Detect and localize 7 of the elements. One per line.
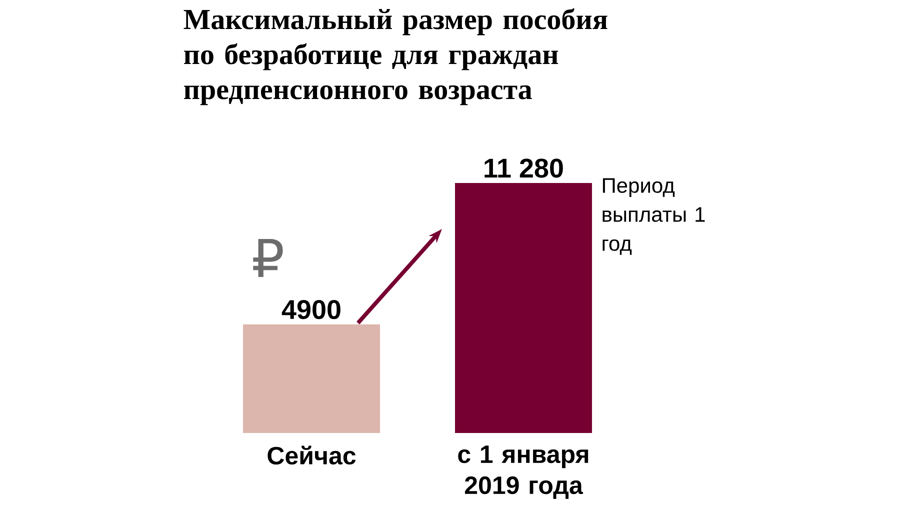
chart-title: Максимальный размер пособия по безработице для граждан предпенсионного возраста xyxy=(184,8,608,106)
annotation: Период выплаты 1 год xyxy=(602,178,705,255)
data-label: 4900 xyxy=(282,300,340,320)
data-label: 11 280 xyxy=(484,158,563,178)
x-tick-label: с 1 января 2019 года xyxy=(458,446,588,499)
annotation: ₽ xyxy=(253,239,283,277)
x-tick-label: Сейчас xyxy=(268,446,356,465)
